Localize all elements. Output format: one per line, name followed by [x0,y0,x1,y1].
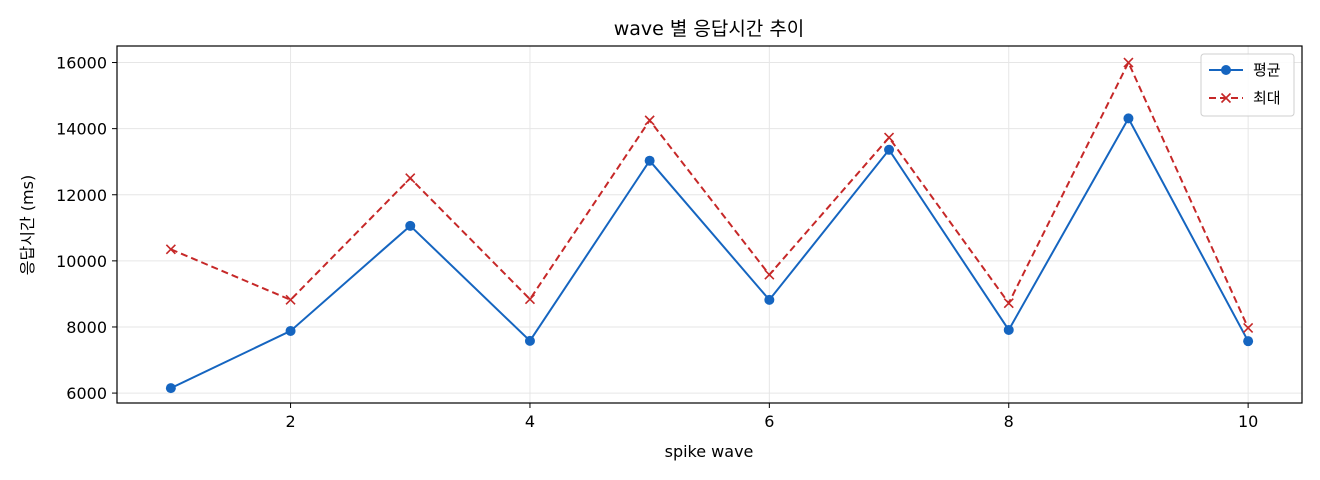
data-point [524,294,536,305]
data-point [405,220,416,231]
data-point [884,144,895,155]
x-tick-label: 6 [764,412,774,431]
data-point [165,383,176,394]
data-point [1003,298,1014,309]
y-tick-label: 8000 [66,318,107,337]
data-point [524,335,535,346]
x-axis-ticks: 2 4 6 8 10 [285,403,1258,431]
series-layer [165,57,1254,394]
data-point [1123,57,1134,68]
data-point [644,115,655,126]
series-line [170,116,1250,390]
y-axis-label: 응답시간 (ms) [18,175,37,275]
x-tick-label: 10 [1238,412,1258,431]
chart-title: wave 별 응답시간 추이 [614,18,805,40]
series-line [170,60,1250,329]
y-tick-label: 12000 [56,186,107,205]
data-point [1243,322,1254,334]
y-tick-label: 14000 [56,120,107,139]
series-1 [165,113,1254,394]
data-point [405,173,416,184]
legend-label: 최대 [1253,89,1281,107]
data-point [1003,324,1014,335]
x-tick-label: 4 [525,412,535,431]
x-axis-label: spike wave [665,442,754,461]
data-point [285,325,296,336]
grid-lines [117,46,1302,403]
legend-item: 평균 [1209,61,1281,79]
y-tick-label: 10000 [56,252,107,271]
legend-marker [1220,92,1232,104]
data-point [1243,336,1254,347]
data-point [764,294,775,305]
legend-item: 최대 [1209,89,1281,107]
y-tick-label: 16000 [56,54,107,73]
series-2 [165,57,1254,334]
data-point [285,294,296,305]
plot-area-frame [116,45,1303,404]
y-tick-label: 6000 [66,384,107,403]
x-tick-label: 2 [285,412,295,431]
data-point [644,155,655,166]
data-point [883,132,895,143]
legend-label: 평균 [1253,61,1281,79]
data-point [165,244,176,255]
legend-marker [1221,65,1231,75]
data-point [1123,113,1134,124]
y-axis-ticks: 6000 8000 10000 12000 14000 16000 [56,54,117,403]
data-point [764,269,775,280]
x-tick-label: 8 [1004,412,1014,431]
